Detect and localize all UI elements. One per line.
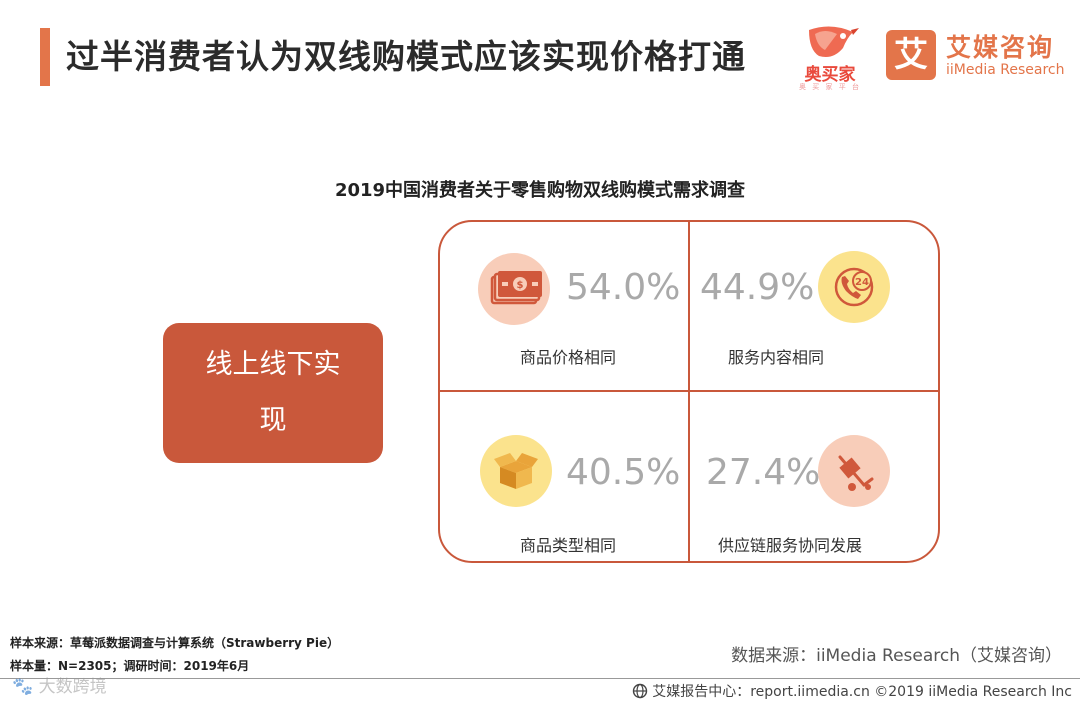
value-label-service: 44.9% xyxy=(700,267,815,308)
watermark: 🐾 大数跨境 xyxy=(12,677,107,697)
iimedia-name-cn: 艾媒咨询 xyxy=(946,33,1055,62)
aomaijia-subtitle: 奥 买 家 平 台 xyxy=(799,83,861,91)
chart-title: 2019中国消费者关于零售购物双线购模式需求调查 xyxy=(334,180,746,201)
sample-source: 样本来源：草莓派数据调查与计算系统（Strawberry Pie） xyxy=(10,636,340,650)
value-label-price: 54.0% xyxy=(566,267,681,308)
report-center: 艾媒报告中心：report.iimedia.cn ©2019 iiMedia R… xyxy=(632,681,1072,701)
category-label-price: 商品价格相同 xyxy=(520,348,617,367)
aomaijia-logo: 奥买家 奥 买 家 平 台 xyxy=(795,24,865,94)
quadrant-cell-supply: 27.4% 供应链服务协同发展 xyxy=(690,392,938,561)
title-accent-bar xyxy=(40,28,50,86)
center-label-box: 线上线下实现 xyxy=(163,323,383,463)
center-label: 线上线下实现 xyxy=(205,349,341,436)
aomaijia-name: 奥买家 xyxy=(804,65,856,85)
cart-icon xyxy=(818,435,890,507)
page-title: 过半消费者认为双线购模式应该实现价格打通 xyxy=(66,37,746,76)
svg-text:$: $ xyxy=(517,280,524,291)
quadrant-cell-service: 44.9% 24 服务内容相同 xyxy=(690,222,938,391)
report-center-text: 艾媒报告中心：report.iimedia.cn ©2019 iiMedia R… xyxy=(652,684,1072,700)
value-label-category: 40.5% xyxy=(566,452,681,493)
box-icon xyxy=(480,435,552,507)
quadrant-cell-category: 40.5% 商品类型相同 xyxy=(440,392,688,561)
globe-icon xyxy=(633,683,648,699)
iimedia-mark: 艾 xyxy=(886,30,936,80)
category-label-category: 商品类型相同 xyxy=(520,536,617,555)
category-label-service: 服务内容相同 xyxy=(728,348,825,367)
svg-text:24: 24 xyxy=(855,277,869,288)
quadrant-divider-horizontal xyxy=(440,390,938,392)
category-label-supply: 供应链服务协同发展 xyxy=(718,536,863,555)
value-label-supply: 27.4% xyxy=(706,452,821,493)
phone-24h-icon: 24 xyxy=(818,251,890,323)
sample-size: 样本量：N=2305；调研时间：2019年6月 xyxy=(10,659,250,673)
iimedia-name-en: iiMedia Research xyxy=(946,62,1065,78)
quadrant-frame xyxy=(438,220,940,563)
money-icon: $ xyxy=(478,253,550,325)
footer-divider xyxy=(0,678,1080,679)
data-source: 数据来源：iiMedia Research（艾媒咨询） xyxy=(731,646,1062,666)
quadrant-cell-price: $ 54.0% 商品价格相同 xyxy=(440,222,688,391)
iimedia-logo: 艾 艾媒咨询 iiMedia Research xyxy=(886,28,1066,88)
bird-logo-icon xyxy=(809,26,859,57)
